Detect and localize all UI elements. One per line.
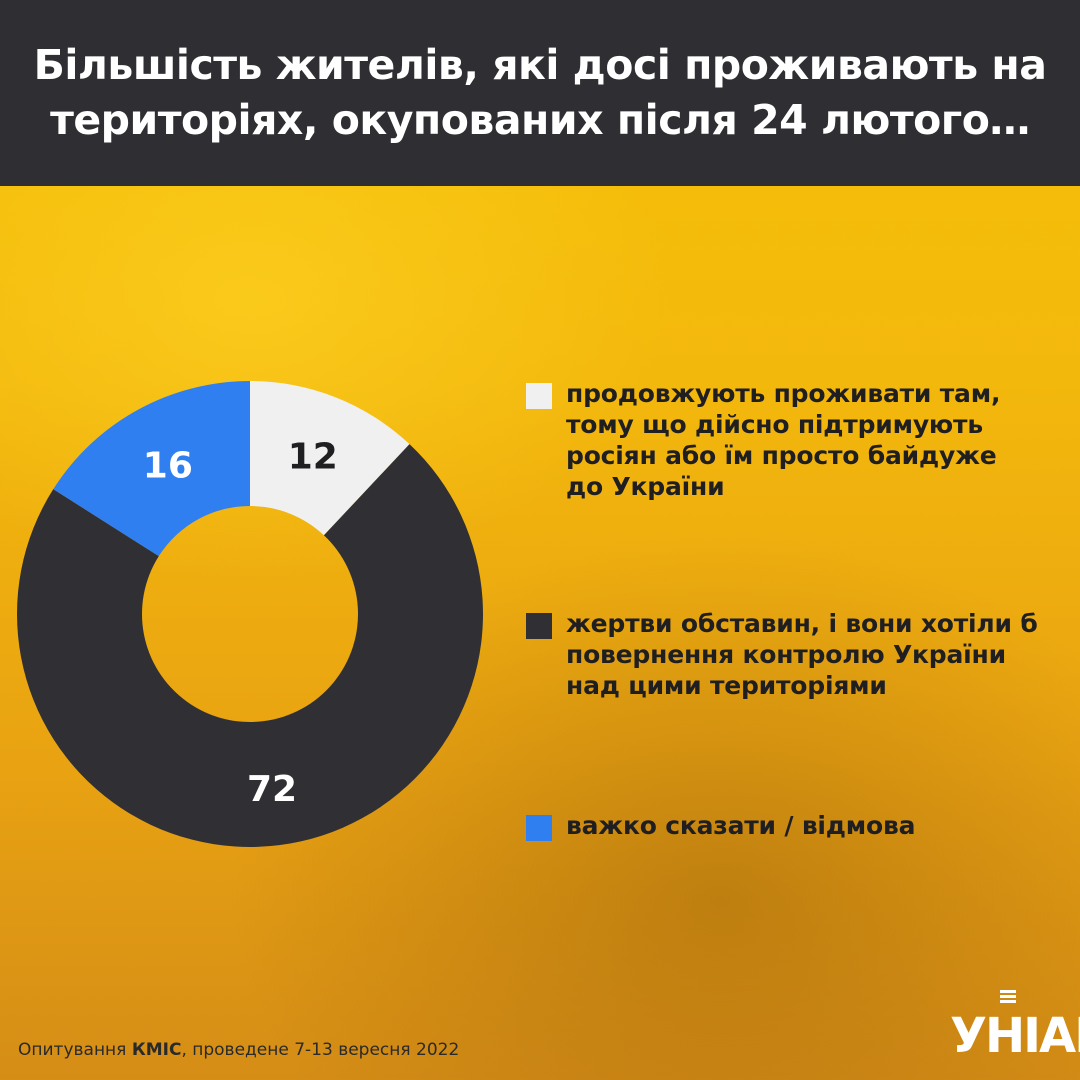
- source-suffix: , проведене 7-13 вересня 2022: [181, 1040, 460, 1060]
- legend-swatch-blue: [526, 815, 552, 841]
- donut-slice-victims: [16, 444, 483, 847]
- source-note: Опитування КМІС, проведене 7-13 вересня …: [18, 1040, 459, 1060]
- legend-label: жертви обставин, і вони хотіли б поверне…: [566, 609, 1038, 700]
- source-prefix: Опитування: [18, 1040, 132, 1060]
- donut-slice-support: [250, 381, 410, 536]
- page-title: Більшість жителів, які досі проживають н…: [33, 41, 1047, 144]
- legend-swatch-white: [526, 383, 552, 409]
- source-org: КМІС: [131, 1040, 182, 1060]
- slice-label-hard-to-say: 16: [143, 446, 193, 487]
- legend-label: важко сказати / відмова: [566, 811, 916, 840]
- slice-label-support: 12: [288, 436, 338, 477]
- microphone-icon: [1000, 990, 1016, 1003]
- logo-text: УНІАН: [950, 1008, 1080, 1064]
- legend-item-hard-to-say: важко сказати / відмова: [526, 810, 1066, 841]
- slice-label-victims: 72: [247, 769, 297, 810]
- unian-logo: УНІАН: [950, 990, 1080, 1064]
- legend-item-victims: жертви обставин, і вони хотіли б поверне…: [526, 608, 1066, 701]
- header-banner: Більшість жителів, які досі проживають н…: [0, 0, 1080, 186]
- legend-item-support: продовжують проживати там, тому що дійсн…: [526, 378, 1066, 502]
- donut-slice-hard-to-say: [53, 381, 251, 557]
- legend-label: продовжують проживати там, тому що дійсн…: [566, 379, 1001, 501]
- legend-swatch-dark: [526, 613, 552, 639]
